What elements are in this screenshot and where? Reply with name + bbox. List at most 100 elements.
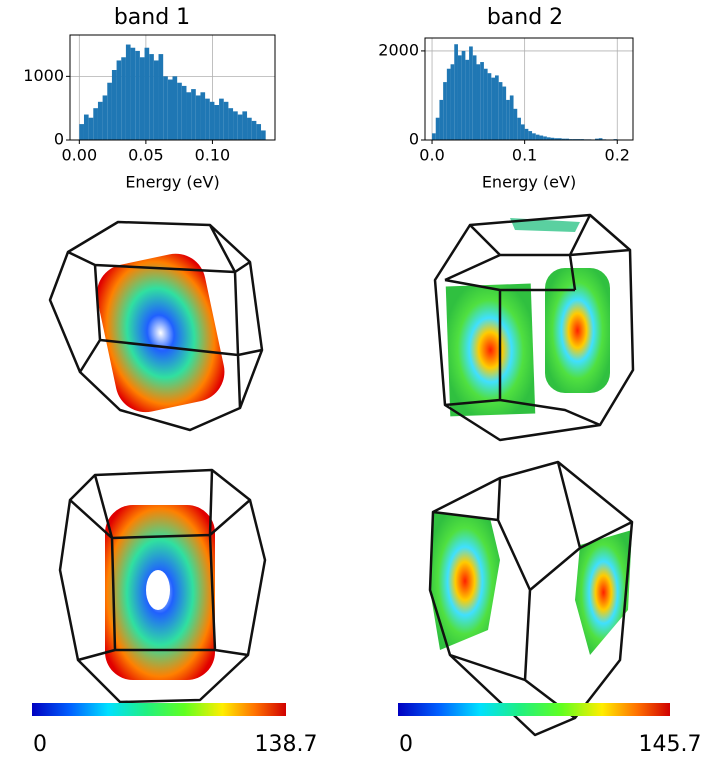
bar	[446, 68, 451, 140]
bar	[111, 70, 117, 140]
bar	[476, 64, 481, 140]
colorbar	[32, 703, 286, 716]
axes-frame	[69, 34, 276, 141]
bar	[565, 138, 570, 140]
bar	[550, 137, 555, 140]
bar	[595, 138, 599, 140]
bar	[102, 95, 108, 140]
colorbar-tick-label: 145.7	[639, 732, 702, 757]
bar	[472, 55, 477, 140]
bar	[469, 46, 473, 140]
chart-title: band 2	[487, 5, 563, 30]
bar	[205, 98, 210, 140]
bar	[561, 138, 566, 140]
x-axis-label: Energy (eV)	[125, 173, 219, 192]
bar	[487, 73, 492, 140]
bar	[483, 68, 488, 140]
y-tick-label: 0	[54, 130, 64, 149]
bar	[186, 92, 192, 140]
bar	[177, 82, 182, 140]
bar	[256, 124, 262, 140]
x-tick-label: 0.05	[128, 146, 164, 165]
bar	[461, 50, 466, 140]
colorbar	[398, 703, 670, 716]
bar	[513, 108, 518, 140]
bar	[247, 117, 252, 140]
bar	[167, 79, 173, 140]
bar	[153, 60, 159, 140]
bar	[532, 133, 536, 140]
colorbar-tick-label: 0	[399, 732, 413, 757]
x-axis-label: Energy (eV)	[482, 173, 576, 192]
bar	[144, 47, 150, 140]
bar	[454, 44, 458, 140]
bar	[520, 124, 525, 140]
bar	[135, 50, 140, 141]
bar	[435, 117, 440, 140]
bar	[233, 111, 238, 140]
bar	[116, 60, 122, 140]
bar	[432, 133, 436, 140]
bar	[524, 128, 529, 140]
bar	[163, 76, 168, 140]
render-band2-bottom	[428, 460, 634, 737]
colorbar-tick-label: 0	[33, 732, 47, 757]
bar	[543, 136, 547, 140]
bar	[528, 131, 533, 140]
bar	[172, 76, 178, 140]
bar	[439, 99, 444, 140]
x-tick-label: 0.00	[62, 146, 98, 165]
bar	[237, 114, 243, 140]
y-tick-label: 1000	[23, 66, 64, 85]
bar	[517, 117, 521, 140]
bar	[181, 85, 187, 140]
bar	[598, 138, 603, 140]
bar	[195, 95, 201, 140]
bar	[557, 138, 562, 140]
colorbar-tick-label: 138.7	[255, 732, 318, 757]
bar	[219, 98, 224, 140]
bar	[97, 101, 103, 140]
bar	[506, 99, 510, 140]
bar	[457, 55, 462, 140]
bar	[450, 64, 455, 140]
axes-frame	[424, 37, 634, 141]
bar	[200, 92, 206, 140]
bar	[121, 57, 126, 140]
bar	[228, 108, 234, 140]
bar	[125, 44, 131, 140]
bar	[535, 134, 540, 140]
x-tick-label: 0.1	[512, 146, 537, 165]
bar	[107, 82, 112, 140]
chart-title: band 1	[114, 5, 190, 30]
bar	[554, 138, 558, 140]
x-tick-label: 0.10	[195, 146, 231, 165]
bar	[480, 62, 484, 141]
render-band1-top	[48, 220, 264, 432]
bar	[158, 54, 164, 140]
bar	[191, 89, 196, 140]
bar	[443, 82, 447, 140]
bar	[251, 120, 257, 140]
bar	[495, 75, 499, 140]
bar	[509, 95, 514, 140]
x-tick-label: 0.0	[419, 146, 444, 165]
bar	[546, 137, 551, 140]
bar	[465, 59, 470, 140]
render-band2-top	[433, 213, 635, 442]
bar	[93, 108, 98, 140]
y-tick-label: 0	[409, 130, 419, 149]
bar	[242, 111, 248, 140]
bar	[214, 105, 220, 140]
bar	[539, 135, 544, 140]
render-band1-bottom	[58, 468, 267, 704]
bar	[502, 86, 507, 140]
bar	[491, 77, 496, 140]
bar	[88, 117, 94, 140]
x-tick-label: 0.2	[605, 146, 630, 165]
bar	[130, 47, 136, 140]
bar	[498, 82, 503, 140]
bar	[139, 57, 145, 140]
bar	[83, 114, 89, 140]
